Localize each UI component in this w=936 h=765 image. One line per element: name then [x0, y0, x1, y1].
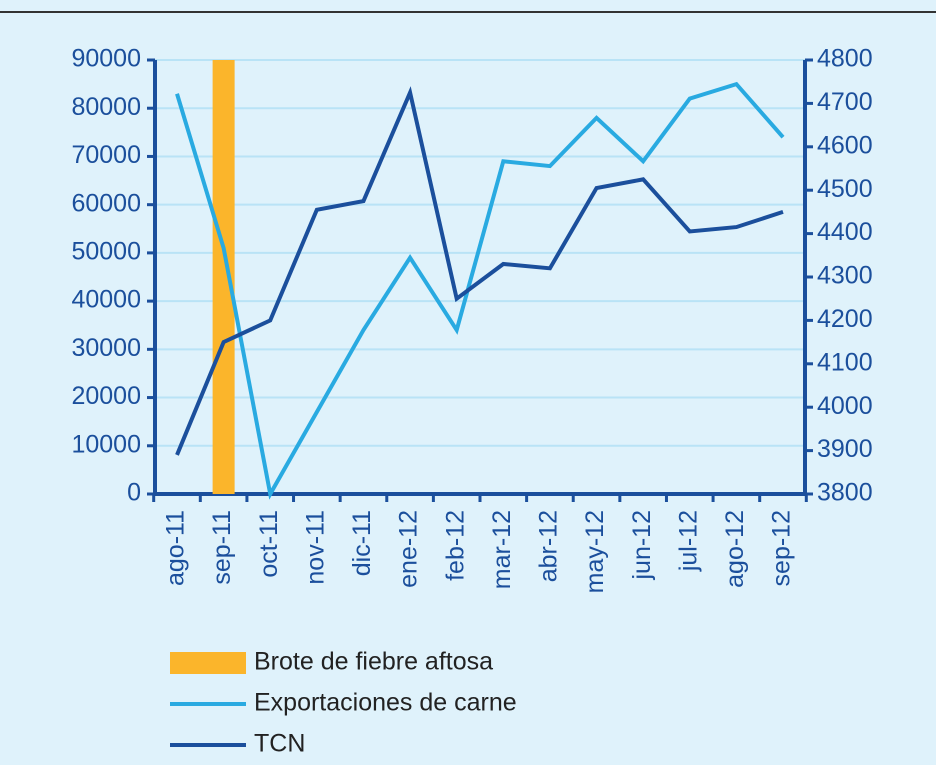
y-tick-label: 40000	[71, 286, 141, 314]
legend-label: Brote de fiebre aftosa	[254, 648, 493, 676]
line-series	[175, 81, 785, 500]
bar	[212, 60, 235, 494]
x-tick-label: feb-12	[441, 510, 469, 581]
x-tick-label: sep-11	[208, 510, 236, 585]
x-tick-label: sep-12	[768, 510, 796, 586]
y-tick-label: 90000	[71, 45, 141, 73]
y-tick-label: 50000	[71, 237, 141, 265]
legend-swatch	[170, 652, 246, 674]
x-tick-label: jul-12	[674, 510, 702, 572]
y-tick-label: 60000	[71, 189, 141, 217]
y2-tick-label: 4700	[817, 88, 873, 116]
y2-tick-label: 4400	[817, 218, 873, 246]
y-tick-label: 10000	[71, 430, 141, 458]
x-tick-label: nov-11	[301, 510, 329, 585]
y2-tick-label: 3900	[817, 435, 873, 463]
y2-tick-label: 4600	[817, 131, 873, 159]
y2-tick-label: 3800	[817, 479, 873, 507]
x-tick-label: abr-12	[535, 510, 563, 582]
y2-tick-label: 4300	[817, 262, 873, 290]
y-tick-label: 80000	[71, 93, 141, 121]
x-tick-label: may-12	[581, 510, 609, 593]
x-tick-label: ene-12	[395, 510, 423, 588]
x-tick-label: mar-12	[488, 510, 516, 589]
y2-tick-label: 4800	[817, 45, 873, 73]
y2-tick-label: 4000	[817, 392, 873, 420]
x-tick-label: jun-12	[628, 510, 656, 581]
legend-label: TCN	[254, 730, 305, 758]
y-tick-label: 70000	[71, 141, 141, 169]
line-series	[175, 86, 784, 456]
x-tick-label: oct-11	[255, 510, 283, 578]
x-tick-label: dic-11	[348, 510, 376, 576]
legend-label: Exportaciones de carne	[254, 689, 517, 717]
y2-tick-label: 4100	[817, 348, 873, 376]
y2-tick-label: 4500	[817, 175, 873, 203]
y-tick-label: 0	[127, 479, 141, 507]
x-tick-label: ago-12	[721, 510, 749, 588]
y-tick-label: 30000	[71, 334, 141, 362]
y-tick-label: 20000	[71, 382, 141, 410]
y2-tick-label: 4200	[817, 305, 873, 333]
x-tick-label: ago-11	[162, 510, 190, 586]
